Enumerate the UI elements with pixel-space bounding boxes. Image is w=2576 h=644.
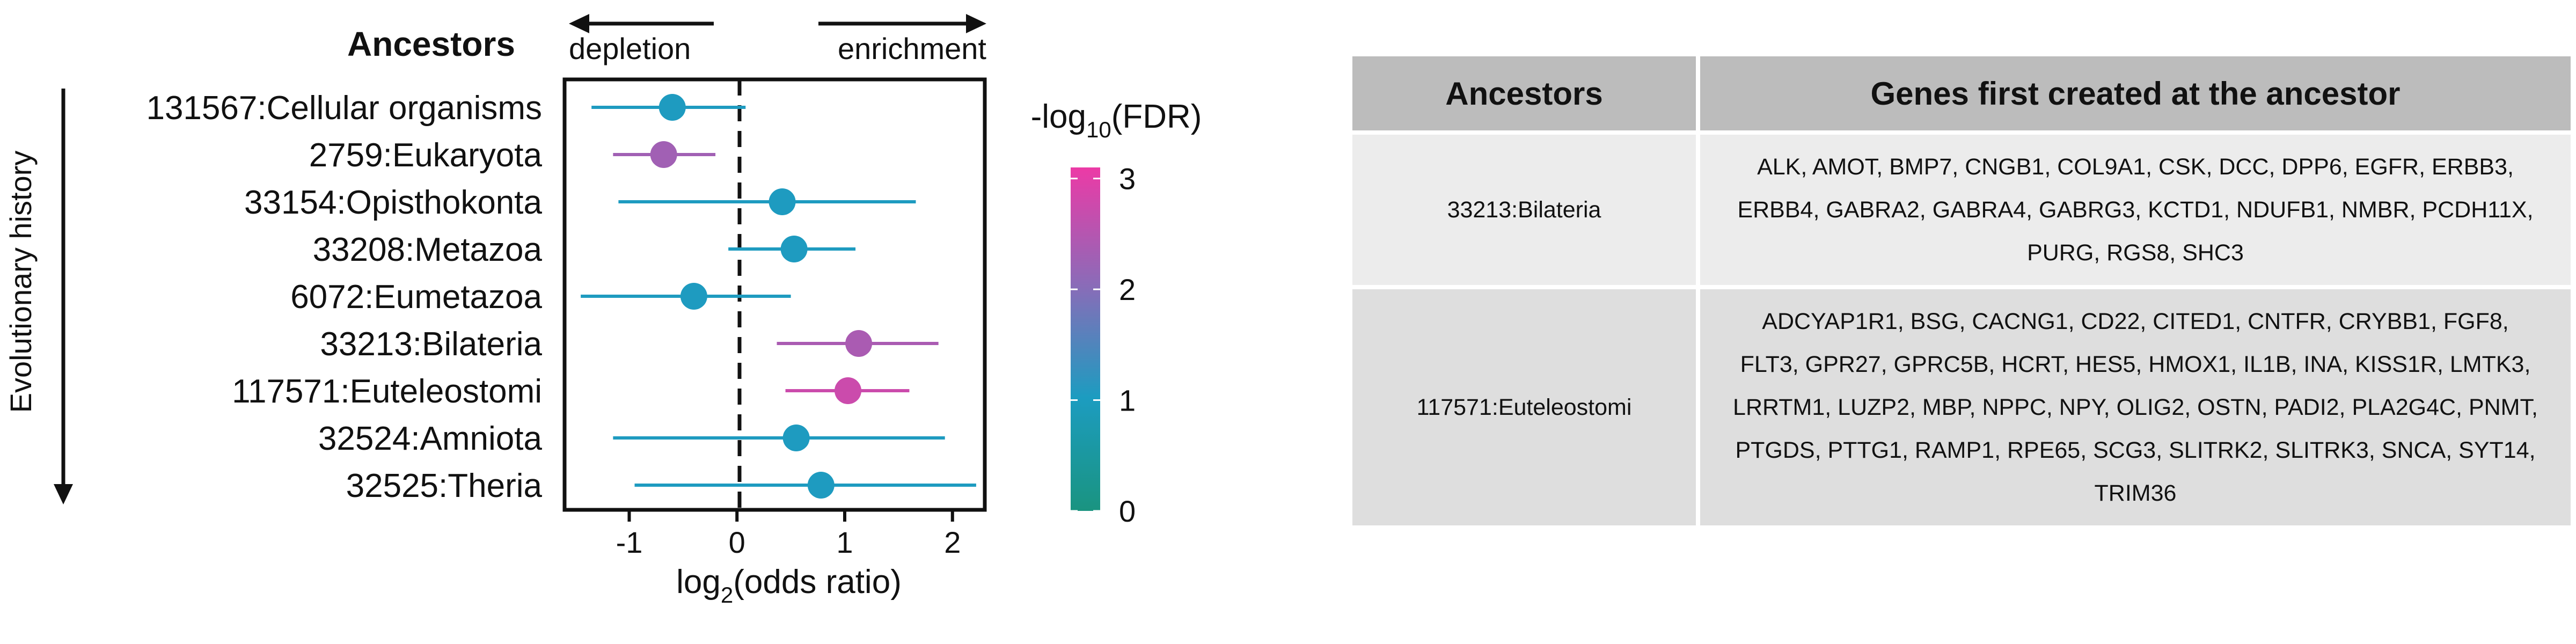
y-tick-label: 6072:Eumetazoa: [290, 279, 542, 316]
y-tick-label: 32524:Amniota: [318, 420, 543, 457]
genes-cell: ALK, AMOT, BMP7, CNGB1, COL9A1, CSK, DCC…: [1700, 135, 2571, 289]
header-genes: Genes first created at the ancestor: [1700, 56, 2571, 135]
depletion-label: depletion: [569, 32, 691, 65]
data-point: [650, 141, 677, 168]
depletion-arrow: [569, 14, 714, 33]
table-row: 117571:Euteleostomi ADCYAP1R1, BSG, CACN…: [1352, 289, 2571, 525]
chart-title: Ancestors: [347, 25, 515, 63]
genes-cell: ADCYAP1R1, BSG, CACNG1, CD22, CITED1, CN…: [1700, 289, 2571, 525]
data-point: [769, 188, 796, 215]
y-tick-label: 33213:Bilateria: [320, 326, 542, 363]
legend-tick-label: 1: [1119, 384, 1136, 418]
y-tick-label: 117571:Euteleostomi: [232, 373, 542, 410]
x-tick-label: 2: [944, 525, 961, 559]
enrichment-arrow: [818, 14, 986, 33]
table-row: 33213:Bilateria ALK, AMOT, BMP7, CNGB1, …: [1352, 135, 2571, 289]
x-tick-label: 1: [836, 525, 853, 559]
data-point: [658, 94, 686, 121]
plot-panel: [562, 77, 987, 512]
x-tick-label: -1: [616, 525, 643, 559]
y-tick-label: 33208:Metazoa: [313, 231, 543, 268]
y-tick-label: 2759:Eukaryota: [309, 137, 543, 174]
data-point: [845, 330, 873, 357]
ancestor-cell: 117571:Euteleostomi: [1352, 289, 1700, 525]
x-tick-label: 0: [729, 525, 745, 559]
legend-colorbar: [1071, 167, 1100, 511]
data-point: [680, 283, 707, 310]
data-point: [835, 377, 862, 404]
table-header-row: Ancestors Genes first created at the anc…: [1352, 56, 2571, 135]
legend-title: -log10(FDR): [1031, 98, 1202, 142]
data-point: [780, 236, 808, 262]
y-axis-title: Evolutionary history: [4, 151, 38, 413]
header-ancestors: Ancestors: [1352, 56, 1700, 135]
y-tick-label: 33154:Opisthokonta: [244, 184, 542, 221]
legend-tick-label: 3: [1119, 162, 1136, 196]
data-point: [782, 425, 810, 451]
y-tick-label: 32525:Theria: [346, 467, 543, 504]
ancestor-cell: 33213:Bilateria: [1352, 135, 1700, 289]
legend-tick-label: 2: [1119, 273, 1136, 306]
data-point: [807, 472, 835, 499]
x-axis-title: log2(odds ratio): [676, 564, 902, 608]
y-tick-label: 131567:Cellular organisms: [146, 90, 542, 127]
legend-tick-label: 0: [1119, 494, 1136, 528]
enrichment-label: enrichment: [838, 32, 986, 65]
forest-plot: Ancestors depletion enrichment Evolution…: [4, 14, 1202, 608]
ancestor-genes-table: Ancestors Genes first created at the anc…: [1352, 56, 2571, 525]
history-arrow: [54, 89, 73, 504]
